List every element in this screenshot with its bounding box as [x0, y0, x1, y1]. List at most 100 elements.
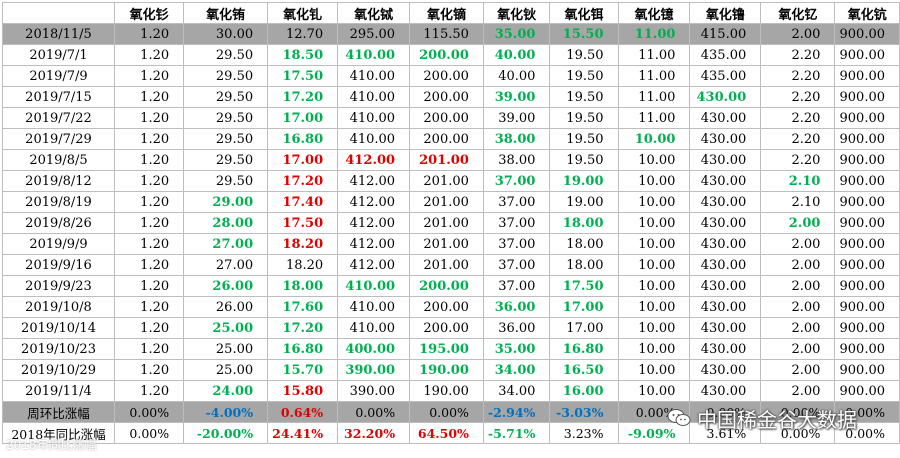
- table-cell: 430.00: [689, 338, 762, 360]
- table-cell: 10.00: [617, 149, 691, 171]
- column-header: 氧化铒: [549, 2, 619, 24]
- table-cell: 17.00: [267, 107, 339, 129]
- table-row: 2019/8/26 1.20 28.00 17.50 412.00 201.00 37.00…: [1, 212, 900, 234]
- table-cell: 17.20: [267, 170, 339, 192]
- table-cell: 430.00: [689, 233, 762, 255]
- table-cell: 410.00: [337, 86, 411, 108]
- table-cell: 37.00: [482, 254, 551, 276]
- table-cell: 10.00: [617, 191, 691, 213]
- wechat-icon: [667, 409, 691, 426]
- table-cell: 17.20: [267, 86, 339, 108]
- table-cell: 10.00: [617, 338, 691, 360]
- table-cell: 1.20: [114, 44, 185, 66]
- table-cell: 29.50: [183, 149, 269, 171]
- table-cell: 200.00: [409, 296, 484, 318]
- table-cell: 430.00: [689, 128, 762, 150]
- table-cell: 29.50: [183, 170, 269, 192]
- table-cell: 410.00: [337, 317, 411, 339]
- table-cell: 0.00%: [689, 401, 762, 423]
- table-cell: 10.00: [617, 359, 691, 381]
- table-cell: 430.00: [689, 86, 762, 108]
- column-header: 氧化钪: [834, 2, 900, 24]
- table-cell: 19.50: [549, 128, 619, 150]
- table-cell: 410.00: [337, 275, 411, 297]
- table-cell: 412.00: [337, 149, 411, 171]
- table-cell: 0.00%: [760, 422, 836, 444]
- table-cell: 0.00%: [114, 401, 185, 423]
- table-cell: 16.00: [549, 380, 619, 402]
- column-header: 氧化镱: [617, 2, 691, 24]
- table-cell: 1.20: [114, 128, 185, 150]
- row-label: 2019/9/16: [1, 254, 116, 276]
- table-cell: 34.00: [482, 359, 551, 381]
- table-cell: 200.00: [409, 275, 484, 297]
- table-cell: 37.00: [482, 170, 551, 192]
- table-cell: 200.00: [409, 65, 484, 87]
- header-corner: [1, 2, 116, 24]
- table-cell: 900.00: [834, 359, 900, 381]
- table-cell: 36.00: [482, 296, 551, 318]
- table-cell: 2.00: [760, 275, 836, 297]
- table-cell: 410.00: [337, 128, 411, 150]
- row-label: 2019/8/26: [1, 212, 116, 234]
- table-cell: 25.00: [183, 359, 269, 381]
- table-cell: 38.00: [482, 149, 551, 171]
- row-label: 2019/7/9: [1, 65, 116, 87]
- table-cell: 201.00: [409, 191, 484, 213]
- table-cell: 26.00: [183, 296, 269, 318]
- column-header: 氧化铕: [183, 2, 269, 24]
- table-cell: 2.00: [760, 359, 836, 381]
- table-cell: 430.00: [689, 170, 762, 192]
- table-cell: 2.00: [760, 338, 836, 360]
- table-cell: 29.50: [183, 128, 269, 150]
- table-cell: -20.00%: [183, 422, 269, 444]
- table-cell: 390.00: [337, 359, 411, 381]
- table-cell: 200.00: [409, 44, 484, 66]
- table-cell: 0.00%: [114, 422, 185, 444]
- table-cell: 1.20: [114, 254, 185, 276]
- table-cell: 26.00: [183, 275, 269, 297]
- table-cell: 900.00: [834, 107, 900, 129]
- row-label: 2018/11/5: [1, 23, 116, 45]
- table-cell: 10.00: [617, 170, 691, 192]
- table-cell: 430.00: [689, 275, 762, 297]
- table-cell: 10.00: [617, 128, 691, 150]
- table-cell: 1.20: [114, 191, 185, 213]
- table-cell: 36.00: [482, 317, 551, 339]
- table-cell: 415.00: [689, 23, 762, 45]
- table-cell: 2.20: [760, 149, 836, 171]
- table-cell: 900.00: [834, 191, 900, 213]
- table-cell: 201.00: [409, 233, 484, 255]
- row-label: 2018年同比涨幅: [1, 422, 116, 444]
- table-cell: 1.20: [114, 275, 185, 297]
- table-cell: 29.50: [183, 44, 269, 66]
- table-cell: 295.00: [337, 23, 411, 45]
- table-cell: 35.00: [482, 338, 551, 360]
- table-cell: 11.00: [617, 44, 691, 66]
- row-label: 2019/8/5: [1, 149, 116, 171]
- table-cell: 410.00: [337, 296, 411, 318]
- table-cell: 430.00: [689, 149, 762, 171]
- column-header: 氧化镝: [409, 2, 484, 24]
- table-row: 2019/7/9 1.20 29.50 17.50 410.00 200.00 40.00 1…: [1, 65, 900, 87]
- table-cell: 1.20: [114, 317, 185, 339]
- table-cell: 900.00: [834, 23, 900, 45]
- table-cell: 900.00: [834, 296, 900, 318]
- table-cell: 10.00: [617, 233, 691, 255]
- table-cell: 64.50%: [409, 422, 484, 444]
- table-cell: 410.00: [337, 44, 411, 66]
- column-header: 氧化钇: [760, 2, 836, 24]
- table-cell: 1.20: [114, 380, 185, 402]
- table-cell: 17.50: [267, 65, 339, 87]
- table-cell: 2.00: [760, 254, 836, 276]
- column-header: 氧化钬: [482, 2, 551, 24]
- table-cell: 3.23%: [549, 422, 619, 444]
- table-cell: 2.20: [760, 107, 836, 129]
- table-cell: 1.20: [114, 65, 185, 87]
- table-cell: 201.00: [409, 254, 484, 276]
- table-row: 2019/9/16 1.20 27.00 18.20 412.00 201.00 37.00…: [1, 254, 900, 276]
- table-cell: 412.00: [337, 212, 411, 234]
- table-row: 2019/11/4 1.20 24.00 15.80 390.00 190.00 34.00…: [1, 380, 900, 402]
- table-cell: 2.00: [760, 212, 836, 234]
- table-cell: 0.00%: [760, 401, 836, 423]
